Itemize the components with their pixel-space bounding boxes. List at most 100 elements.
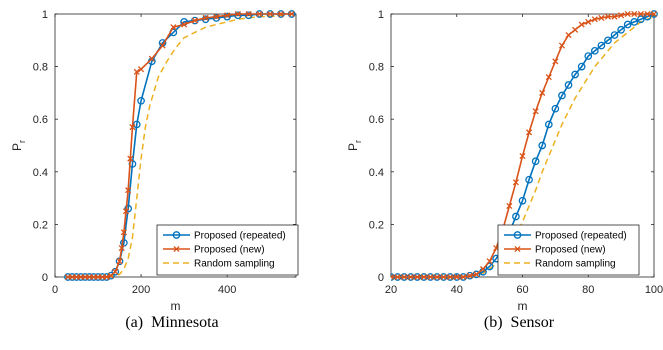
legend-marker	[513, 231, 522, 239]
data-point	[433, 273, 441, 281]
data-point	[604, 13, 612, 20]
data-point	[120, 229, 127, 236]
data-point	[644, 10, 651, 18]
x-tick-label: 80	[582, 284, 594, 296]
data-point	[572, 26, 579, 33]
legend-marker	[514, 245, 521, 253]
x-tick-label: 0	[52, 284, 58, 296]
data-point	[518, 196, 527, 205]
y-tick-label: 0.6	[369, 114, 384, 126]
data-point	[591, 16, 598, 23]
data-point	[611, 13, 618, 20]
svg-text:Pr: Pr	[346, 140, 363, 151]
legend-box	[497, 224, 640, 276]
data-point	[118, 245, 125, 252]
data-point	[630, 18, 639, 26]
y-axis-label-sub: r	[17, 140, 27, 143]
legend-label: Proposed (repeated)	[194, 231, 286, 242]
x-tick-label: 40	[451, 284, 463, 296]
data-point	[590, 46, 599, 55]
y-tick-label: 0.2	[369, 219, 384, 231]
y-tick-label: 0.8	[369, 62, 384, 74]
data-point	[223, 12, 231, 21]
data-point	[129, 124, 136, 131]
data-point	[585, 18, 592, 25]
data-point	[512, 179, 519, 186]
data-point	[170, 24, 177, 31]
legend-label: Proposed (repeated)	[535, 231, 627, 242]
legend: Proposed (repeated) Proposed (new) Random …	[156, 224, 299, 276]
data-point	[111, 267, 120, 276]
data-point	[631, 10, 638, 18]
data-point	[125, 187, 132, 194]
data-point	[539, 89, 546, 96]
data-point	[558, 91, 566, 100]
y-tick-label: 1	[42, 9, 48, 21]
y-axis-label: Pr	[346, 140, 363, 151]
svg-text:Pr: Pr	[10, 140, 27, 151]
series-proposed-new	[64, 10, 295, 281]
panel-sensor: 0 0.2 0.4 0.6 0.8 1 20 40 60 80 100 m Pr Proposed (re…	[346, 9, 663, 331]
legend-marker	[173, 245, 180, 253]
series-line	[67, 13, 292, 278]
data-point	[440, 273, 447, 281]
data-point	[420, 273, 427, 281]
x-tick-label: 200	[132, 284, 150, 296]
data-point	[617, 25, 625, 34]
y-axis-label-sub: r	[353, 140, 363, 143]
data-point	[256, 10, 263, 18]
y-axis-label: Pr	[10, 140, 27, 151]
data-point	[637, 10, 644, 18]
data-point	[427, 273, 434, 281]
data-point	[234, 10, 241, 18]
data-point	[571, 70, 579, 79]
data-point	[447, 273, 454, 281]
data-point	[133, 68, 140, 75]
x-tick-label: 20	[385, 284, 397, 296]
data-point	[394, 273, 401, 281]
data-point	[244, 11, 253, 20]
data-point	[202, 14, 209, 22]
data-point	[512, 212, 520, 221]
data-point	[538, 141, 547, 150]
data-point	[473, 271, 480, 278]
data-point	[401, 273, 408, 281]
data-point	[213, 13, 220, 20]
data-point	[414, 273, 421, 281]
panel-caption: (b) Sensor	[484, 314, 555, 331]
data-point	[159, 42, 166, 49]
data-point	[618, 12, 625, 19]
data-point	[551, 104, 560, 113]
legend: Proposed (repeated) Proposed (new) Random …	[497, 224, 640, 276]
x-tick-label: 400	[218, 284, 236, 296]
data-point	[526, 129, 533, 136]
x-axis-label: m	[171, 299, 181, 313]
data-point	[391, 273, 395, 281]
data-point	[127, 155, 134, 162]
x-tick-label: 60	[516, 284, 528, 296]
panel-minnesota: 0 0.2 0.4 0.6 0.8 1 0 200 400 m Pr Proposed (repeat…	[10, 9, 299, 331]
data-point	[103, 273, 110, 281]
data-point	[453, 273, 460, 281]
y-tick-label: 0.2	[33, 219, 48, 231]
y-tick-label: 0.4	[33, 167, 48, 179]
data-point	[148, 55, 155, 62]
data-point	[486, 258, 493, 265]
data-point	[288, 10, 295, 18]
data-point	[532, 108, 539, 115]
x-tick-label: 100	[645, 284, 663, 296]
data-point	[407, 273, 414, 281]
x-axis-label: m	[518, 299, 528, 313]
data-point	[460, 273, 467, 281]
data-point	[558, 42, 566, 49]
data-point	[112, 268, 119, 275]
data-point	[544, 120, 553, 129]
data-point	[137, 96, 145, 105]
legend-label: Random sampling	[535, 259, 616, 270]
y-tick-label: 0	[42, 272, 48, 284]
data-point	[191, 17, 198, 24]
y-tick-label: 0.6	[33, 114, 48, 126]
data-point	[577, 62, 586, 71]
data-point	[552, 58, 559, 65]
